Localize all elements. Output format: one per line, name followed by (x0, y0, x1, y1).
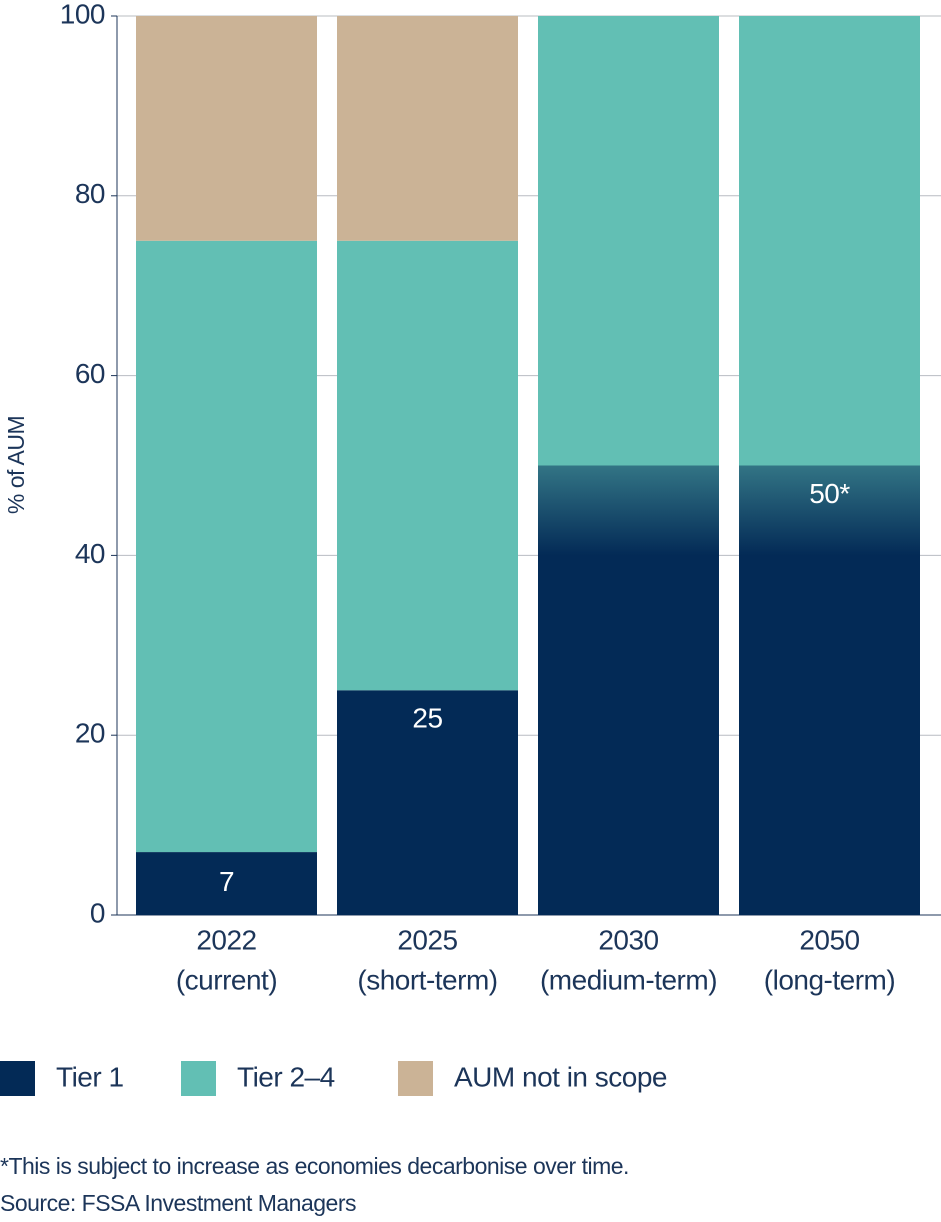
value-label: 7 (219, 866, 234, 897)
y-tick-label: 80 (75, 178, 105, 209)
bar-segment (538, 16, 719, 466)
x-tick-label: 2025 (397, 924, 457, 955)
bar-segment (739, 16, 920, 466)
bar-segment (136, 16, 317, 241)
x-tick-label: 2030 (598, 924, 658, 955)
y-tick-label: 0 (90, 897, 105, 928)
y-tick-label: 60 (75, 358, 105, 389)
x-tick-label: (short-term) (357, 964, 497, 995)
legend-swatch (0, 1061, 35, 1096)
value-label: 50* (809, 478, 850, 509)
y-tick-label: 100 (60, 0, 105, 29)
legend-label: Tier 1 (56, 1061, 124, 1092)
y-tick-label: 20 (75, 718, 105, 749)
bar-segment (337, 16, 518, 241)
x-tick-label: (medium-term) (540, 964, 717, 995)
bar-segment (136, 852, 317, 915)
x-tick-label: 2022 (196, 924, 256, 955)
bar-segment (136, 240, 317, 853)
x-tick-label: 2050 (799, 924, 859, 955)
bar-segment (337, 690, 518, 915)
bar-segment (337, 240, 518, 691)
legend-label: AUM not in scope (454, 1061, 667, 1092)
footnote: *This is subject to increase as economie… (0, 1153, 629, 1179)
legend-swatch (181, 1061, 216, 1096)
legend-swatch (398, 1061, 433, 1096)
value-label: 25 (412, 703, 442, 734)
y-tick-label: 40 (75, 538, 105, 569)
x-tick-label: (current) (176, 964, 277, 995)
legend-label: Tier 2–4 (237, 1061, 335, 1092)
y-axis-title: % of AUM (3, 416, 29, 514)
x-tick-label: (long-term) (764, 964, 895, 995)
source: Source: FSSA Investment Managers (0, 1190, 356, 1216)
